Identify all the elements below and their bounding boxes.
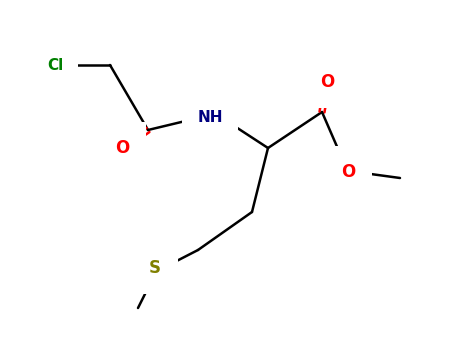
Text: O: O [341, 163, 355, 181]
Text: Cl: Cl [47, 57, 63, 72]
Text: O: O [320, 73, 334, 91]
Text: S: S [149, 259, 161, 277]
Text: O: O [115, 139, 129, 157]
Text: NH: NH [197, 111, 223, 126]
